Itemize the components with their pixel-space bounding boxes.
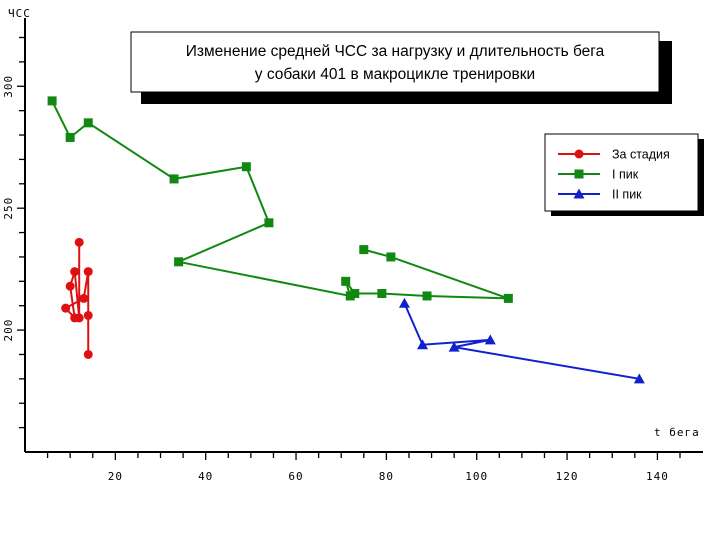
legend: За стадия I пик II пик	[544, 133, 704, 216]
data-point	[174, 257, 184, 267]
legend-box	[544, 133, 699, 212]
y-tick-label: 300	[2, 75, 15, 98]
data-point	[448, 341, 460, 352]
data-point	[341, 276, 351, 286]
y-tick-labels: 200 250 300	[2, 75, 15, 342]
chart-title: Изменение средней ЧСС за нагрузку и длит…	[130, 31, 672, 104]
title-line-1: Изменение средней ЧСС за нагрузку и длит…	[186, 43, 605, 60]
data-point	[47, 96, 57, 106]
legend-marker	[573, 188, 585, 199]
y-axis-label: ЧСС	[8, 7, 31, 20]
x-tick-label: 40	[198, 470, 213, 483]
data-point	[417, 339, 429, 350]
data-point	[386, 252, 396, 262]
x-tick-labels: 20 40 60 80 100 120 140	[108, 470, 669, 483]
series-line	[51, 100, 509, 300]
data-point	[484, 334, 496, 345]
x-tick-label: 120	[556, 470, 579, 483]
legend-item: За стадия	[558, 148, 670, 162]
data-point	[503, 293, 513, 303]
legend-label: I пик	[612, 168, 639, 182]
legend-item: I пик	[558, 168, 639, 182]
data-point	[398, 297, 410, 308]
data-point	[83, 349, 93, 359]
y-tick-label: 250	[2, 197, 15, 220]
series-line	[403, 302, 640, 380]
data-point	[350, 289, 360, 299]
title-line-2: у собаки 401 в макроцикле тренировки	[255, 66, 535, 83]
data-point	[359, 245, 369, 255]
series-3	[398, 297, 645, 384]
series-line	[64, 242, 90, 355]
y-minor-ticks	[17, 36, 25, 429]
x-minor-ticks	[46, 452, 681, 460]
y-tick-label: 200	[2, 319, 15, 342]
x-tick-label: 20	[108, 470, 123, 483]
data-point	[264, 218, 274, 228]
data-point	[83, 267, 93, 277]
data-point	[65, 281, 75, 291]
data-point	[70, 313, 80, 323]
data-point	[70, 267, 80, 277]
x-axis-label: t бега	[654, 426, 700, 439]
legend-label: II пик	[612, 188, 642, 202]
x-tick-label: 80	[379, 470, 394, 483]
data-point	[61, 303, 71, 313]
x-tick-label: 140	[646, 470, 669, 483]
data-point	[83, 310, 93, 320]
data-point	[79, 293, 89, 303]
data-point	[633, 373, 645, 384]
series-2	[47, 96, 513, 303]
data-point	[65, 132, 75, 142]
data-point	[377, 289, 387, 299]
legend-items: За стадия I пик II пик	[558, 148, 670, 202]
data-point	[241, 162, 251, 172]
data-point	[345, 291, 355, 301]
title-box	[130, 31, 660, 93]
axes: 20 40 60 80 100 120 140 200 250 300	[2, 18, 703, 483]
x-tick-label: 100	[465, 470, 488, 483]
x-tick-label: 60	[288, 470, 303, 483]
legend-marker	[574, 169, 584, 179]
data-point	[422, 291, 432, 301]
series-layer	[47, 96, 645, 384]
data-point	[169, 174, 179, 184]
legend-label: За стадия	[612, 148, 670, 162]
legend-item: II пик	[558, 188, 642, 202]
series-1	[61, 237, 93, 359]
data-point	[74, 237, 84, 247]
legend-marker	[574, 149, 584, 159]
data-point	[83, 118, 93, 128]
